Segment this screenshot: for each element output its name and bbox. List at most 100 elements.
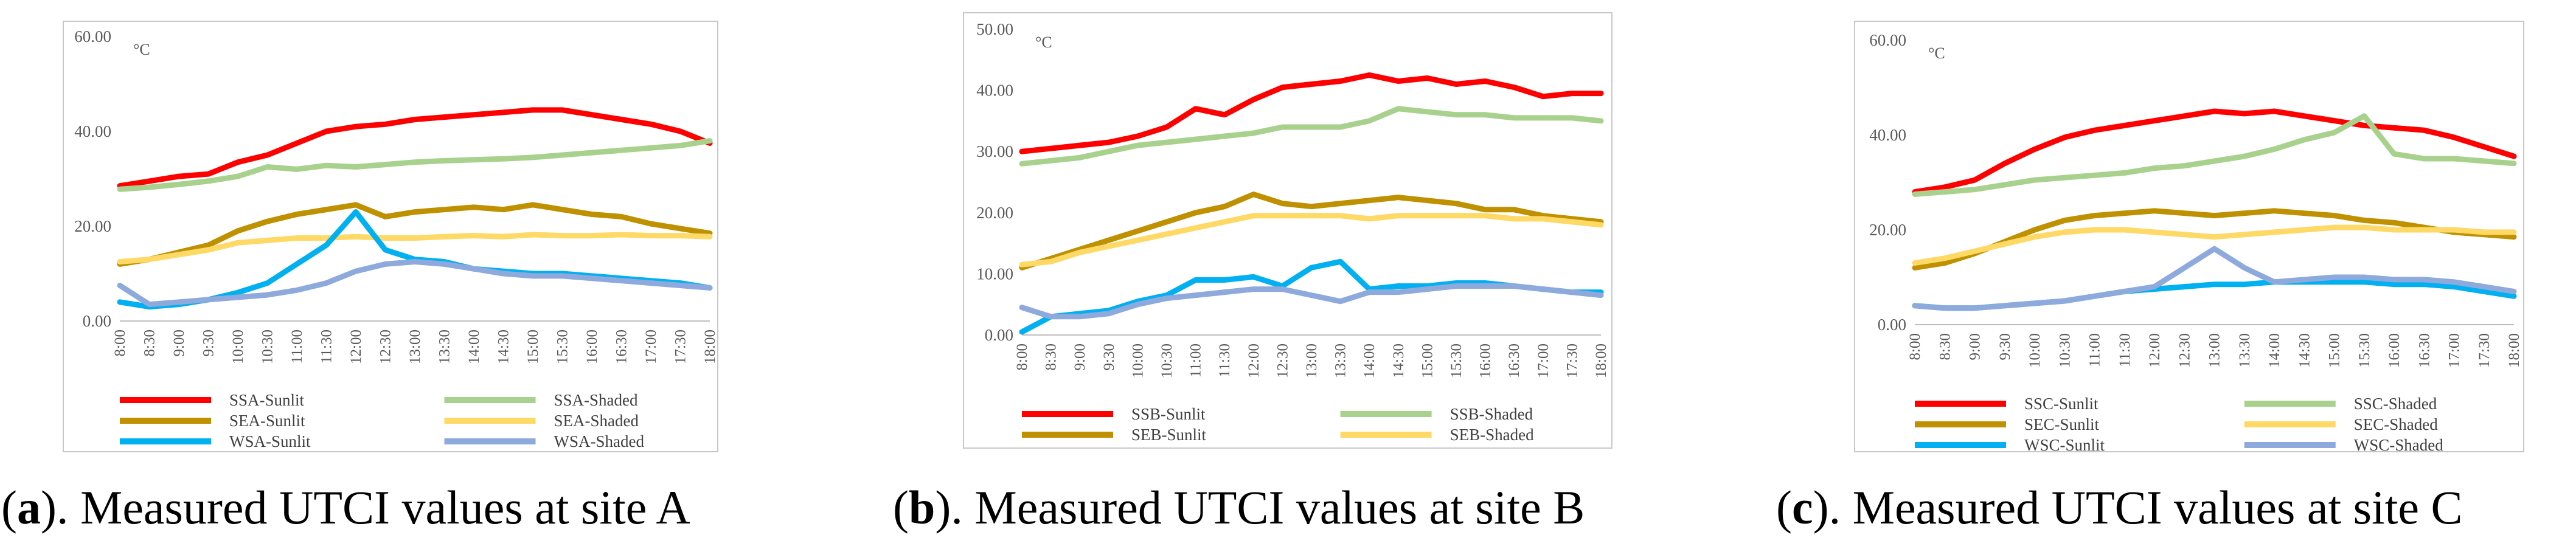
x-tick-label: 14:00 (466, 330, 482, 364)
x-tick-label: 9:00 (1967, 333, 1984, 360)
x-tick-label: 14:30 (1390, 344, 1407, 378)
x-tick-label: 17:00 (1535, 344, 1552, 378)
x-tick-label: 13:00 (1304, 344, 1320, 378)
x-tick-label: 12:00 (2147, 333, 2163, 368)
chart-a-frame: 0.00 20.00 40.00 60.00 °C 8:00 8:30 9:00 9:30 10:… (63, 21, 718, 452)
x-tick-label: 10:30 (2057, 333, 2073, 368)
series-line-SSC-Sunlit (1912, 108, 2517, 195)
legend-label: WSA-Shaded (554, 432, 645, 451)
x-tick-label: 12:30 (1274, 344, 1291, 378)
legend-label: WSC-Shaded (2354, 436, 2443, 451)
legend-label: SEA-Shaded (554, 412, 639, 430)
y-tick-label: 60.00 (1869, 31, 1906, 49)
legend-label: SSB-Sunlit (1131, 405, 1206, 423)
legend-label: WSB-Sunlit (1131, 446, 1212, 447)
legend-label: SSA-Shaded (554, 391, 639, 409)
x-tick-label: 8:00 (1014, 344, 1030, 370)
x-tick-label: 11:00 (1188, 344, 1204, 378)
x-tick-label: 16:00 (584, 330, 600, 364)
x-tick-label: 17:00 (2446, 333, 2463, 368)
x-tick-label: 13:00 (407, 330, 423, 364)
x-tick-label: 16:00 (1477, 344, 1494, 378)
chart-c-frame: 0.00 20.00 40.00 60.00 °C 8:00 8:30 9:00 9:30 10:… (1854, 21, 2524, 452)
x-tick-label: 17:30 (673, 330, 689, 364)
x-tick-label: 14:00 (2266, 333, 2283, 368)
x-tick-label: 9:00 (1072, 344, 1088, 370)
series-line-SEB-Sunlit (1019, 192, 1604, 271)
series-line-SSC-Shaded (1912, 113, 2517, 197)
x-tick-label: 18:00 (702, 330, 717, 364)
legend-label: WSA-Sunlit (229, 432, 311, 451)
series-line-WSB-Shaded (1019, 283, 1604, 320)
unit-label: °C (1035, 33, 1052, 51)
x-tick-label: 15:30 (2356, 333, 2373, 368)
x-tick-label: 12:00 (348, 330, 364, 364)
y-tick-label: 0.00 (83, 312, 111, 330)
unit-label: °C (1928, 44, 1945, 62)
x-tick-label: 18:00 (2506, 333, 2522, 368)
legend-label: SEB-Sunlit (1131, 426, 1207, 444)
series-line-SSA-Sunlit (117, 107, 713, 189)
caption-c: (c). Measured UTCI values at site C (1776, 481, 2463, 534)
x-tick-label: 15:00 (2327, 333, 2343, 368)
chart-b-frame: 0.00 10.00 20.00 30.00 40.00 50.00 °C 8:00 8:30 9… (963, 12, 1613, 449)
caption-a: (a). Measured UTCI values at site A (1, 481, 690, 534)
caption-a-letter: a (16, 481, 41, 534)
x-tick-label: 16:30 (1506, 344, 1522, 378)
chart-svg: 0.00 10.00 20.00 30.00 40.00 50.00 °C 8:00 8:30 9… (976, 20, 1609, 447)
series-line-SSB-Sunlit (1019, 72, 1604, 154)
caption-b: (b). Measured UTCI values at site B (893, 481, 1585, 534)
y-tick-label: 20.00 (1869, 221, 1906, 239)
caption-b-letter: b (908, 481, 936, 534)
x-tick-label: 8:00 (112, 330, 128, 356)
legend-label: SEA-Sunlit (229, 412, 305, 430)
y-tick-label: 30.00 (976, 142, 1013, 161)
x-tick-label: 9:30 (1101, 344, 1117, 370)
y-tick-label: 50.00 (976, 20, 1013, 38)
x-tick-label: 11:00 (289, 330, 305, 364)
y-tick-label: 40.00 (976, 81, 1013, 100)
y-tick-label: 20.00 (74, 217, 111, 235)
x-tick-label: 14:00 (1361, 344, 1378, 378)
x-tick-label: 11:30 (1217, 344, 1233, 378)
y-tick-label: 40.00 (74, 122, 111, 140)
chart-svg: 0.00 20.00 40.00 60.00 °C 8:00 8:30 9:00 9:30 10:… (1869, 31, 2522, 451)
x-tick-label: 18:00 (1593, 344, 1609, 378)
x-tick-label: 15:00 (1419, 344, 1436, 378)
legend-label: SSC-Shaded (2354, 395, 2437, 413)
legend-label: SSB-Shaded (1450, 405, 1533, 423)
x-tick-label: 10:00 (230, 330, 246, 364)
x-tick-label: 16:30 (614, 330, 630, 364)
x-tick-label: 16:00 (2386, 333, 2403, 368)
x-tick-label: 13:30 (2237, 333, 2253, 368)
x-tick-label: 13:30 (1333, 344, 1349, 378)
x-tick-label: 14:30 (496, 330, 512, 364)
x-tick-label: 8:00 (1907, 333, 1923, 360)
caption-c-letter: c (1791, 481, 1813, 534)
series-line-SEA-Shaded (117, 232, 713, 264)
caption-b-text: ). Measured UTCI values at site B (935, 481, 1585, 534)
legend-label: SEC-Shaded (2354, 415, 2438, 433)
caption-a-text: ). Measured UTCI values at site A (40, 481, 690, 534)
y-tick-label: 60.00 (74, 27, 111, 46)
x-tick-label: 12:30 (378, 330, 394, 364)
x-tick-label: 13:00 (2207, 333, 2223, 368)
legend-label: SSA-Sunlit (229, 391, 305, 409)
series-line-SEC-Shaded (1912, 224, 2517, 266)
caption-c-text: ). Measured UTCI values at site C (1813, 481, 2463, 534)
series-line-WSC-Shaded (1912, 246, 2517, 311)
x-tick-label: 9:30 (201, 330, 217, 356)
x-tick-label: 10:30 (260, 330, 276, 364)
series-line-SEC-Sunlit (1912, 208, 2517, 271)
x-tick-label: 8:30 (1937, 333, 1953, 360)
unit-label: °C (133, 41, 150, 58)
legend-label: WSC-Sunlit (2024, 436, 2105, 451)
series-line-WSA-Shaded (117, 259, 713, 308)
y-tick-label: 20.00 (976, 204, 1013, 222)
x-tick-label: 9:00 (171, 330, 187, 356)
x-tick-label: 9:30 (1997, 333, 2013, 360)
legend-label: SSC-Sunlit (2024, 395, 2099, 413)
y-tick-label: 40.00 (1869, 126, 1906, 144)
series-line-SEB-Shaded (1019, 213, 1604, 268)
x-tick-label: 15:00 (525, 330, 541, 364)
